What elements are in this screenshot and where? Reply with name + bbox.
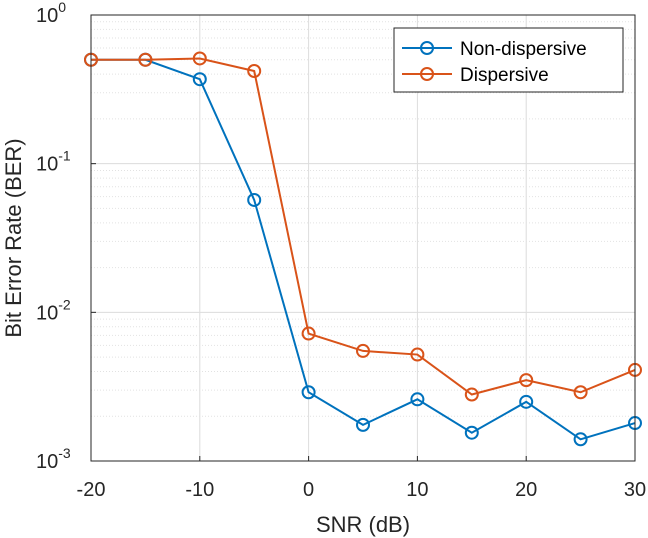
x-axis-label: SNR (dB) xyxy=(316,512,410,537)
data-point xyxy=(573,385,588,400)
data-point xyxy=(301,385,316,400)
x-tick-label: 0 xyxy=(303,479,314,501)
data-point xyxy=(192,72,207,87)
y-tick-label: 10-2 xyxy=(36,296,71,324)
data-point xyxy=(464,387,479,402)
y-tick-label: 100 xyxy=(36,0,66,27)
plot-frame xyxy=(90,14,636,462)
data-point xyxy=(356,343,370,358)
x-tick-label: 30 xyxy=(624,479,646,501)
y-tick-label: 10-3 xyxy=(36,445,71,473)
legend: Non-dispersive Dispersive xyxy=(393,27,624,93)
series-line xyxy=(91,57,636,396)
y-tick-label: 10-1 xyxy=(36,148,71,176)
y-axis-label: Bit Error Rate (BER) xyxy=(1,138,26,337)
data-point xyxy=(138,52,153,67)
data-point xyxy=(464,425,479,440)
data-point xyxy=(519,373,534,388)
data-point xyxy=(356,417,370,432)
x-tick-label: 20 xyxy=(515,479,537,501)
data-point xyxy=(247,192,262,207)
data-point xyxy=(519,394,534,409)
data-point xyxy=(573,432,588,447)
legend-label: Dispersive xyxy=(460,65,549,86)
legend-box xyxy=(393,27,624,93)
data-point xyxy=(247,64,262,79)
legend-marker xyxy=(420,67,434,81)
legend-marker xyxy=(420,41,434,55)
legend-label: Non-dispersive xyxy=(460,39,587,60)
ticks: -20 -10 0 10 20 30 10-3 10-2 10-1 100 xyxy=(36,0,646,501)
x-tick-label: -10 xyxy=(185,479,214,501)
data-point xyxy=(301,326,316,341)
x-tick-label: 10 xyxy=(406,479,428,501)
x-tick-label: -20 xyxy=(77,479,106,501)
data-point xyxy=(410,392,425,407)
data-point xyxy=(410,347,425,362)
series-line xyxy=(91,58,636,441)
data-point xyxy=(192,51,207,66)
